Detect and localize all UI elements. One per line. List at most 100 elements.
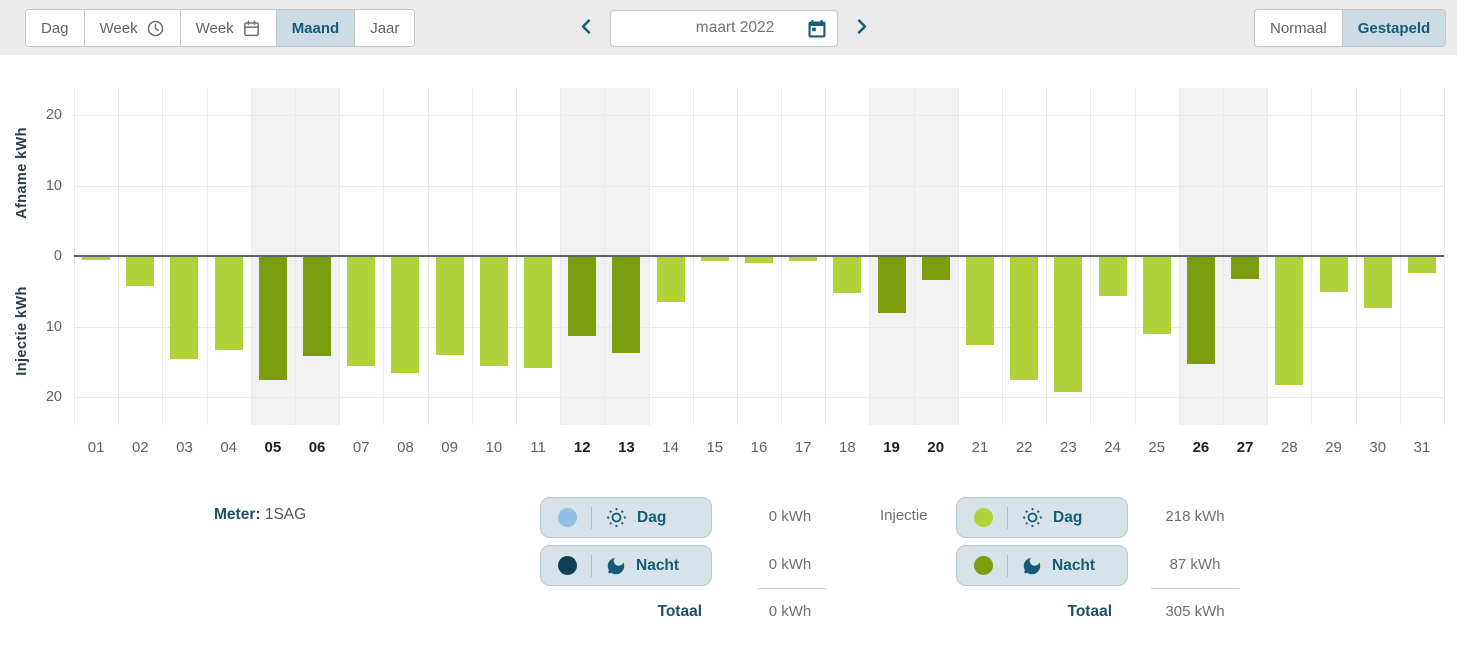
gridline-horizontal (74, 185, 1444, 187)
bar-day-24-injectie-dag[interactable] (1098, 257, 1127, 297)
x-axis-label-day-02: 02 (131, 439, 149, 456)
bar-day-19-injectie-nacht[interactable] (877, 257, 906, 314)
button-label: Dag (41, 19, 69, 37)
y-axis-tick-label: 0 (53, 248, 62, 264)
plot-area (74, 88, 1445, 425)
injectie-dag-swatch (974, 508, 993, 527)
bar-day-28-injectie-dag[interactable] (1275, 257, 1304, 385)
toolbar: Dag Week Week Maand Jaar maart 2022 Normaal G… (0, 0, 1457, 55)
bar-day-18-injectie-dag[interactable] (833, 257, 862, 293)
x-axis-label-day-07: 07 (352, 439, 370, 456)
afname-nacht-swatch (558, 556, 577, 575)
meter-label-value: 1SAG (264, 506, 307, 523)
y-axis-tick-label: 20 (45, 107, 62, 123)
chip-divider (1007, 506, 1008, 529)
clock-icon (146, 19, 165, 38)
button-label: Gestapeld (1357, 19, 1431, 37)
mode-button-normaal[interactable]: Normaal (1255, 10, 1343, 46)
injectie-total-label: Totaal (1067, 603, 1113, 620)
bar-day-01-injectie-dag[interactable] (82, 257, 111, 260)
bar-day-04-injectie-dag[interactable] (214, 257, 243, 351)
bar-day-30-injectie-dag[interactable] (1363, 257, 1392, 308)
x-axis-label-day-12: 12 (573, 439, 591, 456)
period-picker-input[interactable]: maart 2022 (610, 9, 838, 47)
bar-day-23-injectie-dag[interactable] (1054, 257, 1083, 393)
x-axis-label-day-28: 28 (1280, 439, 1298, 456)
x-axis-label-day-15: 15 (706, 439, 724, 456)
gridline-horizontal (74, 397, 1444, 398)
period-label: maart 2022 (695, 19, 775, 36)
sun-icon (605, 506, 628, 529)
bar-day-27-injectie-nacht[interactable] (1231, 257, 1260, 279)
legend-chip-afname-nacht[interactable]: Nacht (540, 545, 712, 586)
bar-day-08-injectie-dag[interactable] (391, 257, 420, 374)
bar-day-22-injectie-dag[interactable] (1010, 257, 1039, 380)
bar-day-09-injectie-dag[interactable] (435, 257, 464, 355)
view-button-maand[interactable]: Maand (276, 10, 356, 46)
gridline-horizontal (74, 326, 1444, 328)
afname-total-separator (758, 588, 826, 589)
y-axis-tick-label: 20 (45, 389, 62, 405)
x-axis-label-day-30: 30 (1369, 439, 1387, 456)
chevron-right-icon (856, 18, 869, 38)
bar-day-20-injectie-nacht[interactable] (921, 257, 950, 280)
bar-day-17-injectie-dag[interactable] (789, 257, 818, 262)
bar-day-12-injectie-nacht[interactable] (568, 257, 597, 336)
legend-chip-injectie-nacht[interactable]: Nacht (956, 545, 1128, 586)
afname-dag-swatch (558, 508, 577, 527)
x-axis-label-day-21: 21 (971, 439, 989, 456)
bar-day-10-injectie-dag[interactable] (479, 257, 508, 366)
calendar-outline-icon (242, 19, 261, 38)
x-axis-label-day-08: 08 (397, 439, 414, 456)
x-axis-label-day-11: 11 (530, 439, 546, 456)
next-period-button[interactable] (852, 16, 873, 40)
bar-day-29-injectie-dag[interactable] (1319, 257, 1348, 293)
bar-day-15-injectie-dag[interactable] (700, 257, 729, 262)
bar-day-21-injectie-dag[interactable] (965, 257, 994, 346)
sun-icon (1021, 506, 1044, 529)
bar-day-13-injectie-nacht[interactable] (612, 257, 641, 353)
bar-day-14-injectie-dag[interactable] (656, 257, 685, 303)
view-button-week-3[interactable]: Week (180, 10, 277, 46)
meter-label-key: Meter: (214, 506, 261, 523)
bar-day-31-injectie-dag[interactable] (1407, 257, 1436, 273)
x-axis-label-day-05: 05 (264, 439, 282, 456)
view-button-dag[interactable]: Dag (26, 10, 85, 46)
x-axis-label-day-19: 19 (883, 439, 900, 456)
legend-chip-afname-dag[interactable]: Dag (540, 497, 712, 538)
moon-icon (605, 555, 627, 577)
moon-icon (1021, 555, 1043, 577)
x-axis-label-day-09: 09 (441, 439, 458, 456)
legend-chip-injectie-dag[interactable]: Dag (956, 497, 1128, 538)
x-axis-label-day-06: 06 (308, 439, 326, 456)
button-label: Normaal (1270, 19, 1327, 37)
x-axis-label-day-25: 25 (1148, 439, 1166, 456)
x-axis-label-day-03: 03 (176, 439, 193, 456)
view-button-jaar[interactable]: Jaar (355, 10, 415, 46)
bar-day-11-injectie-dag[interactable] (524, 257, 553, 369)
meter-label: Meter: 1SAG (214, 506, 306, 524)
bar-day-16-injectie-dag[interactable] (745, 257, 773, 264)
y-axis-tick-label: 10 (45, 318, 62, 335)
chip-divider (591, 554, 592, 577)
bar-day-05-injectie-nacht[interactable] (258, 257, 287, 381)
bar-day-07-injectie-dag[interactable] (347, 257, 376, 366)
bar-day-02-injectie-dag[interactable] (126, 257, 155, 286)
bar-day-26-injectie-nacht[interactable] (1186, 257, 1215, 365)
x-axis-label-day-31: 31 (1413, 439, 1431, 456)
bar-day-03-injectie-dag[interactable] (170, 257, 199, 360)
afname-dag-value: 0 kWh (768, 508, 812, 525)
bar-day-06-injectie-nacht[interactable] (303, 257, 332, 357)
gridline-horizontal (74, 115, 1444, 116)
bar-day-25-injectie-dag[interactable] (1142, 257, 1171, 334)
afname-nacht-value: 0 kWh (768, 556, 812, 573)
calendar-icon[interactable] (806, 18, 828, 45)
injectie-nacht-label: Nacht (1052, 556, 1096, 574)
x-axis-label-day-16: 16 (750, 439, 768, 456)
mode-button-gestapeld[interactable]: Gestapeld (1342, 10, 1446, 46)
view-button-week-2[interactable]: Week (84, 10, 181, 46)
injectie-group-label: Injectie (880, 507, 928, 524)
button-label: Week (195, 19, 234, 37)
prev-period-button[interactable] (575, 16, 596, 40)
button-label: Maand (291, 19, 340, 37)
